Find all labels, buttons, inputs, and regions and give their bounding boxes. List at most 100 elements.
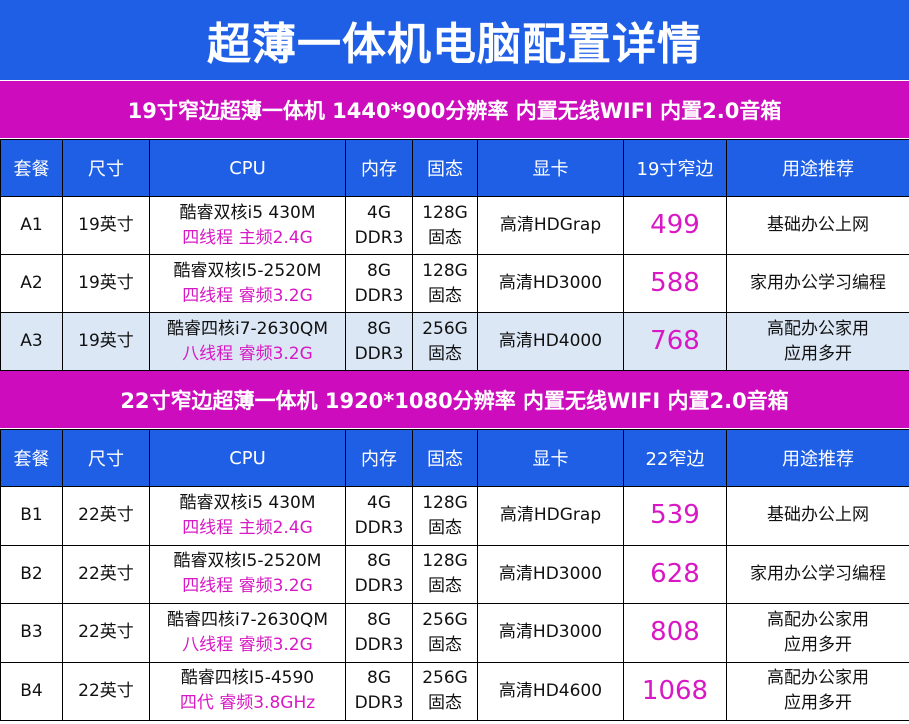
cpu-detail: 四代 睿频3.8GHz: [179, 693, 316, 714]
ssd-size: 128G: [422, 492, 468, 513]
cpu-detail: 四线程 主频2.4G: [182, 517, 313, 538]
price: 588: [623, 254, 727, 313]
ssd: 128G 固态: [412, 486, 478, 546]
cpu-model: 酷睿双核I5-2520M: [173, 551, 322, 572]
cpu-detail: 四线程 睿频3.2G: [182, 285, 313, 306]
table-row: A2 19英寸 酷睿双核I5-2520M 四线程 睿频3.2G 8G DDR3 12…: [0, 254, 909, 313]
cpu: 酷睿双核I5-2520M 四线程 睿频3.2G: [149, 254, 346, 313]
usage-line2: 应用多开: [784, 343, 852, 364]
usage: 家用办公学习编程: [726, 544, 909, 604]
gpu: 高清HDGrap: [477, 196, 624, 255]
cpu: 酷睿四核i7-2630QM 八线程 睿频3.2G: [149, 603, 346, 663]
gpu: 高清HD3000: [477, 603, 624, 663]
cpu: 酷睿双核i5 430M 四线程 主频2.4G: [149, 486, 346, 546]
gpu: 高清HD4000: [477, 312, 624, 371]
ssd-type: 固态: [428, 227, 462, 248]
page-title: 超薄一体机电脑配置详情: [0, 0, 909, 81]
header-gpu: 显卡: [477, 429, 624, 487]
cpu-detail: 四线程 睿频3.2G: [182, 576, 313, 597]
usage-line1: 家用办公学习编程: [750, 563, 886, 584]
package-id: A1: [0, 196, 63, 255]
header-usage: 用途推荐: [726, 429, 909, 487]
cpu-model: 酷睿双核i5 430M: [179, 492, 316, 513]
memory-size: 8G: [367, 318, 391, 339]
header-price: 22窄边: [623, 429, 727, 487]
ssd-type: 固态: [428, 634, 462, 655]
usage: 基础办公上网: [726, 196, 909, 255]
memory-size: 4G: [367, 492, 391, 513]
memory: 8G DDR3: [345, 312, 413, 371]
section-banner-22: 22寸窄边超薄一体机 1920*1080分辨率 内置无线WIFI 内置2.0音箱: [0, 371, 909, 429]
memory-type: DDR3: [354, 693, 404, 714]
cpu: 酷睿双核i5 430M 四线程 主频2.4G: [149, 196, 346, 255]
memory-type: DDR3: [354, 343, 404, 364]
ssd-size: 256G: [422, 318, 468, 339]
header-cpu: CPU: [149, 139, 346, 197]
memory: 4G DDR3: [345, 196, 413, 255]
usage-line1: 高配办公家用: [767, 609, 869, 630]
header-price: 19寸窄边: [623, 139, 727, 197]
usage-line1: 高配办公家用: [767, 668, 869, 689]
table-row: B3 22英寸 酷睿四核i7-2630QM 八线程 睿频3.2G 8G DDR3 2…: [0, 603, 909, 663]
price: 768: [623, 312, 727, 371]
memory-type: DDR3: [354, 285, 404, 306]
ssd-type: 固态: [428, 576, 462, 597]
table-row: B1 22英寸 酷睿双核i5 430M 四线程 主频2.4G 4G DDR3 128…: [0, 486, 909, 546]
ssd: 128G 固态: [412, 544, 478, 604]
cpu-model: 酷睿双核i5 430M: [179, 202, 316, 223]
ssd: 128G 固态: [412, 254, 478, 313]
package-id: B4: [0, 661, 63, 721]
ssd-type: 固态: [428, 285, 462, 306]
usage-line1: 高配办公家用: [767, 318, 869, 339]
usage-line1: 基础办公上网: [767, 505, 869, 526]
memory-type: DDR3: [354, 517, 404, 538]
usage: 家用办公学习编程: [726, 254, 909, 313]
memory-type: DDR3: [354, 634, 404, 655]
gpu: 高清HDGrap: [477, 486, 624, 546]
memory-size: 8G: [367, 260, 391, 281]
memory-type: DDR3: [354, 227, 404, 248]
package-id: B3: [0, 603, 63, 663]
memory-type: DDR3: [354, 576, 404, 597]
ssd-type: 固态: [428, 343, 462, 364]
memory: 8G DDR3: [345, 661, 413, 721]
size: 22英寸: [62, 544, 150, 604]
ssd-size: 256G: [422, 609, 468, 630]
table-header-row: 套餐 尺寸 CPU 内存 固态 显卡 19寸窄边 用途推荐: [0, 139, 909, 197]
gpu: 高清HD3000: [477, 544, 624, 604]
usage-line1: 基础办公上网: [767, 215, 869, 235]
ssd-type: 固态: [428, 693, 462, 714]
size: 22英寸: [62, 661, 150, 721]
memory-size: 4G: [367, 202, 391, 223]
memory-size: 8G: [367, 609, 391, 630]
header-cpu: CPU: [149, 429, 346, 487]
header-size: 尺寸: [62, 139, 150, 197]
spec-table-19: 套餐 尺寸 CPU 内存 固态 显卡 19寸窄边 用途推荐 A1 19英寸 酷睿…: [0, 139, 909, 371]
header-size: 尺寸: [62, 429, 150, 487]
ssd: 256G 固态: [412, 312, 478, 371]
cpu-detail: 八线程 睿频3.2G: [182, 343, 313, 364]
header-gpu: 显卡: [477, 139, 624, 197]
cpu-detail: 四线程 主频2.4G: [182, 227, 313, 248]
cpu-detail: 八线程 睿频3.2G: [182, 634, 313, 655]
ssd-type: 固态: [428, 517, 462, 538]
usage-line2: 应用多开: [784, 634, 852, 655]
header-memory: 内存: [345, 139, 413, 197]
price: 1068: [623, 661, 727, 721]
ssd-size: 128G: [422, 202, 468, 223]
cpu: 酷睿双核I5-2520M 四线程 睿频3.2G: [149, 544, 346, 604]
memory-size: 8G: [367, 668, 391, 689]
ssd: 256G 固态: [412, 603, 478, 663]
memory: 8G DDR3: [345, 254, 413, 313]
cpu: 酷睿四核i7-2630QM 八线程 睿频3.2G: [149, 312, 346, 371]
memory: 8G DDR3: [345, 603, 413, 663]
size: 22英寸: [62, 603, 150, 663]
cpu-model: 酷睿四核I5-4590: [180, 668, 315, 689]
table-header-row: 套餐 尺寸 CPU 内存 固态 显卡 22窄边 用途推荐: [0, 429, 909, 487]
header-usage: 用途推荐: [726, 139, 909, 197]
package-id: B2: [0, 544, 63, 604]
spec-table-22: 套餐 尺寸 CPU 内存 固态 显卡 22窄边 用途推荐 B1 22英寸 酷睿双…: [0, 429, 909, 721]
gpu: 高清HD4600: [477, 661, 624, 721]
header-ssd: 固态: [412, 429, 478, 487]
